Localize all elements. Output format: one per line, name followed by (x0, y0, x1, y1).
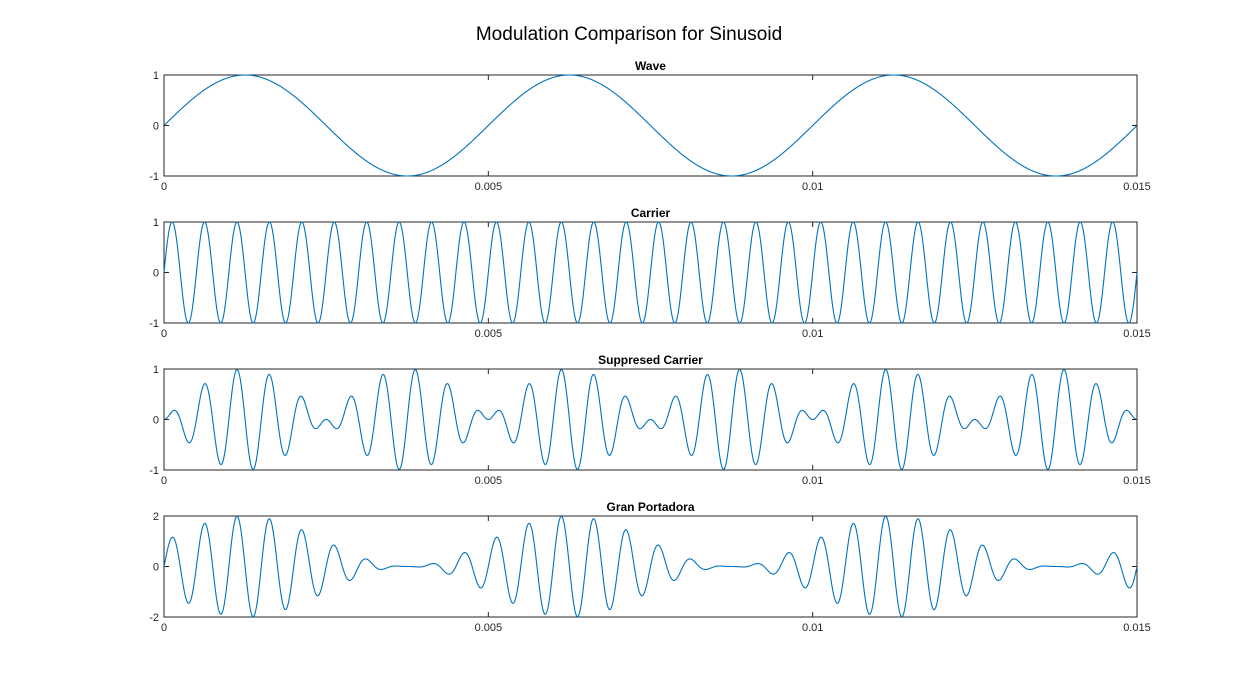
x-tick-label: 0 (161, 181, 167, 193)
series-line (163, 74, 1138, 177)
x-tick-label: 0.015 (1123, 328, 1151, 340)
series-line (163, 369, 1138, 470)
x-tick-label: 0.005 (475, 475, 503, 487)
y-tick-label: 0 (153, 121, 159, 133)
x-tick-label: 0.005 (475, 622, 503, 634)
y-tick-label: -1 (149, 318, 159, 330)
series-line (163, 515, 1138, 618)
subplot-title: Wave (635, 59, 666, 73)
x-tick-label: 0.01 (802, 475, 823, 487)
x-tick-label: 0.01 (802, 181, 823, 193)
x-tick-label: 0.01 (802, 622, 823, 634)
x-tick-label: 0.005 (475, 181, 503, 193)
y-tick-label: 1 (153, 364, 159, 376)
subplot-title: Carrier (631, 206, 671, 220)
series-line (163, 221, 1138, 324)
x-tick-label: 0 (161, 622, 167, 634)
y-tick-label: 1 (153, 217, 159, 229)
x-tick-label: 0 (161, 475, 167, 487)
y-tick-label: 0 (153, 562, 159, 574)
y-tick-label: 2 (153, 511, 159, 523)
y-tick-label: -2 (149, 612, 159, 624)
y-tick-label: -1 (149, 171, 159, 183)
x-tick-label: 0.005 (475, 328, 503, 340)
x-tick-label: 0 (161, 328, 167, 340)
y-tick-label: 1 (153, 70, 159, 82)
figure-title: Modulation Comparison for Sinusoid (476, 24, 782, 45)
x-tick-label: 0.015 (1123, 181, 1151, 193)
y-tick-label: -1 (149, 465, 159, 477)
subplot-title: Suppresed Carrier (598, 353, 703, 367)
y-tick-label: 0 (153, 415, 159, 427)
x-tick-label: 0.015 (1123, 622, 1151, 634)
x-tick-label: 0.015 (1123, 475, 1151, 487)
subplot-title: Gran Portadora (606, 500, 694, 514)
y-tick-label: 0 (153, 268, 159, 280)
x-tick-label: 0.01 (802, 328, 823, 340)
